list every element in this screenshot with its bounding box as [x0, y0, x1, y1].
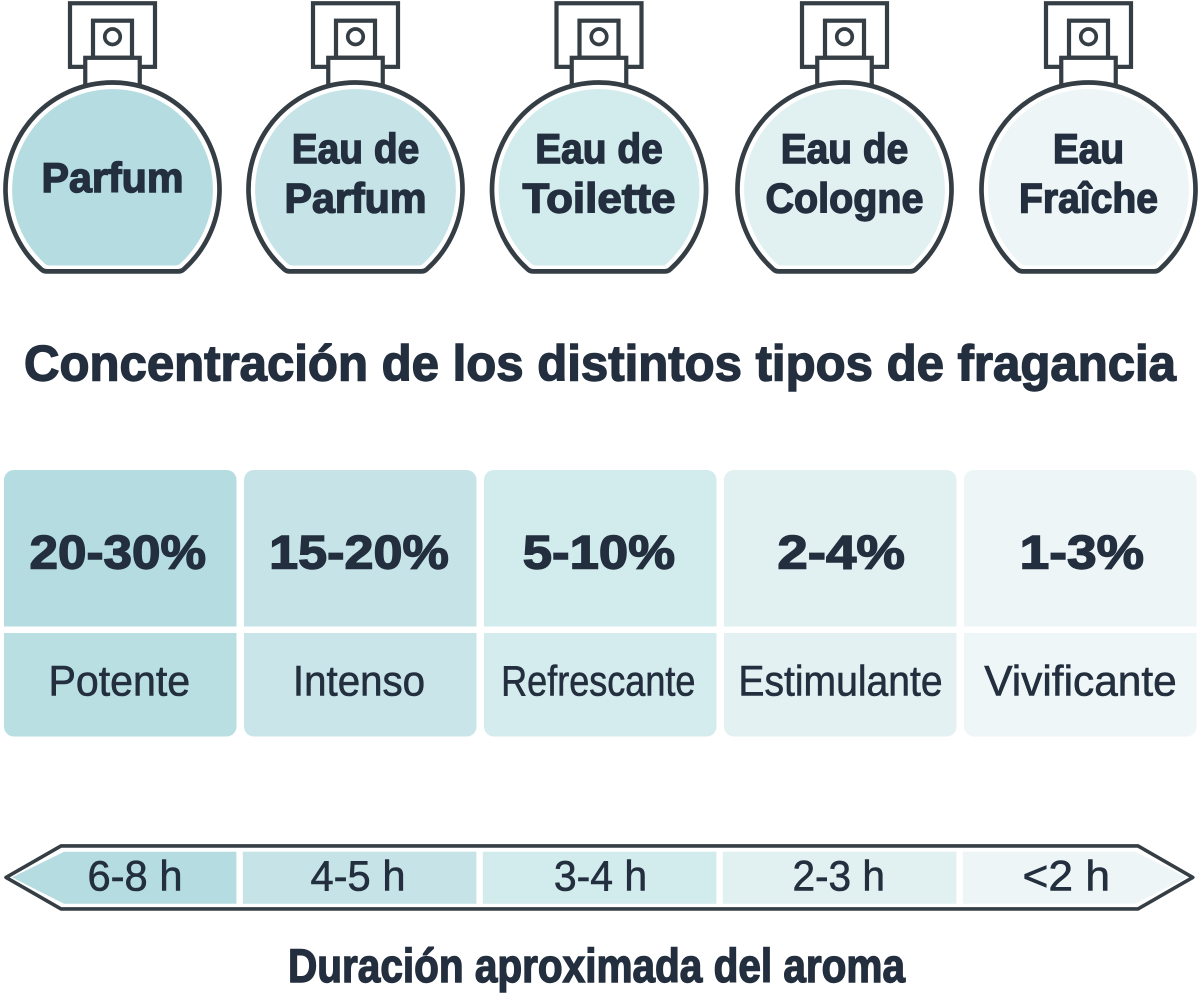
svg-text:3-4 h: 3-4 h [554, 853, 647, 900]
svg-text:2-3 h: 2-3 h [792, 853, 885, 900]
svg-text:Vivificante: Vivificante [984, 658, 1177, 705]
svg-text:<2 h: <2 h [1023, 853, 1111, 900]
svg-text:Estimulante: Estimulante [738, 658, 942, 705]
svg-text:Parfum: Parfum [42, 154, 184, 201]
svg-text:Toilette: Toilette [523, 174, 676, 221]
svg-text:2-4%: 2-4% [777, 527, 905, 580]
svg-text:20-30%: 20-30% [30, 527, 207, 580]
svg-text:Parfum: Parfum [285, 174, 427, 221]
svg-text:1-3%: 1-3% [1020, 527, 1144, 580]
svg-text:Refrescante: Refrescante [501, 658, 695, 705]
svg-text:Concentración de los distintos: Concentración de los distintos tipos de … [24, 335, 1177, 392]
svg-text:Eau: Eau [1053, 125, 1124, 172]
svg-text:Eau de: Eau de [781, 125, 909, 172]
svg-text:Intenso: Intenso [293, 658, 425, 705]
svg-text:Eau de: Eau de [535, 125, 663, 172]
svg-text:4-5 h: 4-5 h [311, 853, 406, 900]
svg-text:Duración aproximada del aroma: Duración aproximada del aroma [288, 939, 906, 992]
svg-text:Eau de: Eau de [292, 125, 420, 172]
svg-text:Fraîche: Fraîche [1019, 174, 1158, 221]
svg-text:15-20%: 15-20% [269, 527, 449, 580]
svg-text:Potente: Potente [48, 658, 190, 705]
svg-text:5-10%: 5-10% [523, 527, 675, 580]
svg-text:Cologne: Cologne [766, 174, 924, 221]
svg-text:6-8 h: 6-8 h [88, 853, 183, 900]
